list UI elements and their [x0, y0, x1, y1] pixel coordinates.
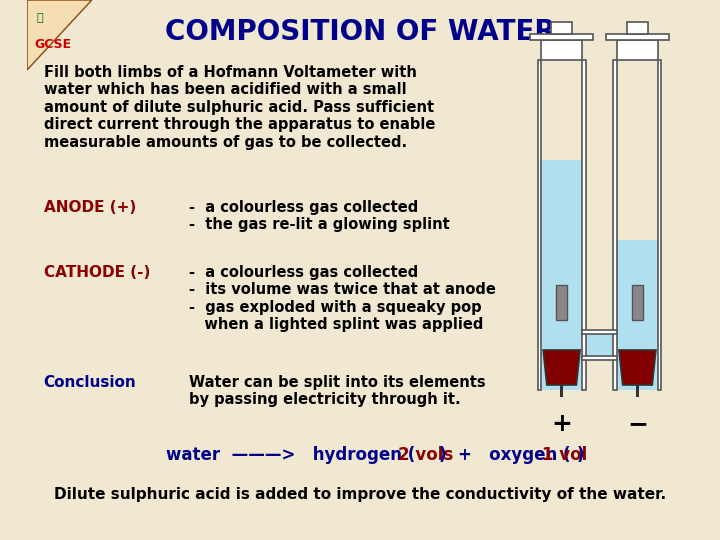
Bar	[556, 285, 567, 320]
Bar	[627, 22, 647, 34]
Text: Dilute sulphuric acid is added to improve the conductivity of the water.: Dilute sulphuric acid is added to improv…	[54, 488, 666, 503]
Polygon shape	[543, 350, 580, 385]
Bar	[538, 60, 541, 390]
Text: -  a colourless gas collected
-  its volume was twice that at anode
-  gas explo: - a colourless gas collected - its volum…	[189, 265, 496, 332]
Bar	[632, 285, 643, 320]
Text: CATHODE (-): CATHODE (-)	[44, 265, 150, 280]
Polygon shape	[27, 0, 92, 70]
Text: )  +   oxygen (: ) + oxygen (	[438, 446, 570, 464]
Bar	[582, 330, 617, 360]
Bar	[617, 40, 658, 60]
Text: 1 vol: 1 vol	[542, 446, 588, 464]
Text: ): )	[577, 446, 584, 464]
Bar	[582, 330, 617, 334]
Bar	[552, 22, 572, 34]
Text: +: +	[552, 412, 572, 436]
Text: COMPOSITION OF WATER: COMPOSITION OF WATER	[165, 18, 555, 46]
Bar	[582, 356, 617, 360]
Text: Conclusion: Conclusion	[44, 375, 137, 390]
Text: Water can be split into its elements
by passing electricity through it.: Water can be split into its elements by …	[189, 375, 485, 407]
Text: 🌲: 🌲	[36, 13, 43, 23]
Bar	[530, 34, 593, 40]
Bar	[541, 40, 582, 60]
Bar	[606, 34, 669, 40]
Bar	[559, 385, 564, 397]
Text: −: −	[627, 412, 648, 436]
Text: GCSE: GCSE	[35, 38, 71, 51]
Bar	[541, 160, 582, 390]
Bar	[636, 385, 639, 397]
Bar	[613, 60, 617, 390]
Text: Fill both limbs of a Hofmann Voltameter with
water which has been acidified with: Fill both limbs of a Hofmann Voltameter …	[44, 65, 435, 150]
Polygon shape	[619, 350, 656, 385]
Text: water  ———>   hydrogen (: water ———> hydrogen (	[166, 446, 415, 464]
Text: -  a colourless gas collected
-  the gas re-lit a glowing splint: - a colourless gas collected - the gas r…	[189, 200, 450, 232]
Text: ANODE (+): ANODE (+)	[44, 200, 136, 215]
Bar	[658, 60, 662, 390]
Text: 2 vols: 2 vols	[398, 446, 453, 464]
Bar	[582, 60, 585, 390]
Bar	[617, 240, 658, 390]
